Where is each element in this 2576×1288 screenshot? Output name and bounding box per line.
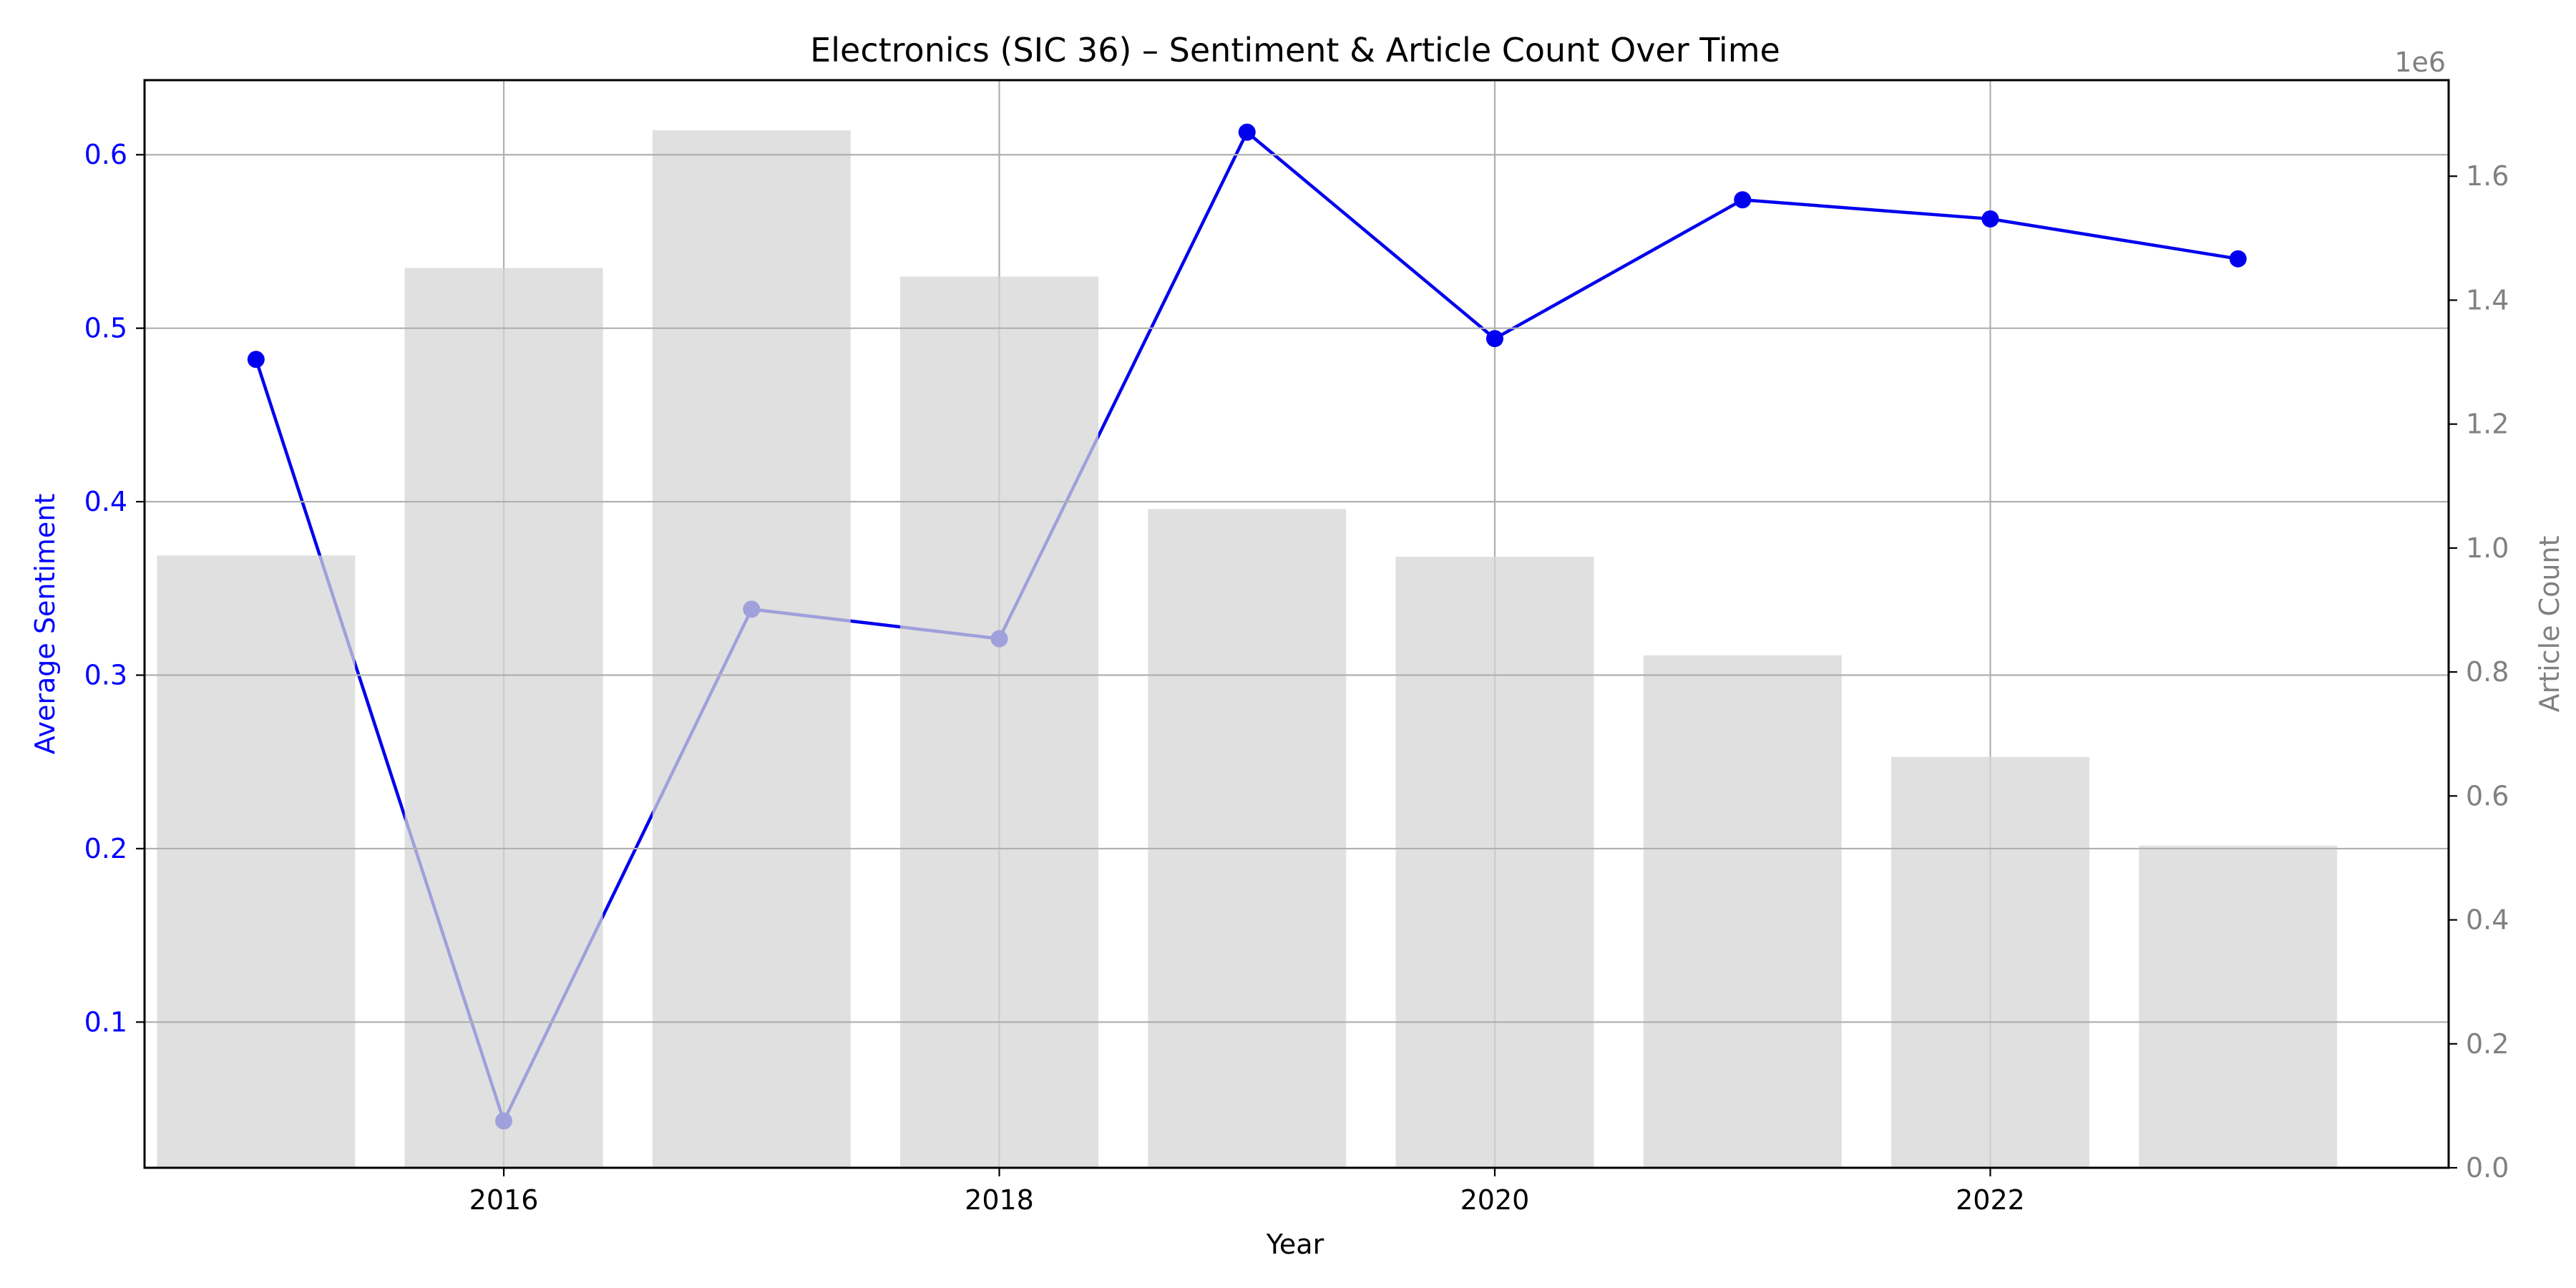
y-right-tick-label-0.0: 0.0 (2466, 1152, 2509, 1184)
y-left-tick-label-0.2: 0.2 (84, 833, 127, 864)
article-count-bar-2016 (404, 268, 603, 1168)
chart-title: Electronics (SIC 36) – Sentiment & Artic… (810, 31, 1780, 69)
y-right-tick-label-0.6: 0.6 (2466, 780, 2509, 811)
y-left-tick-label-0.5: 0.5 (84, 313, 127, 344)
y-right-tick-label-1.4: 1.4 (2466, 284, 2509, 316)
x-tick-label-2018: 2018 (965, 1184, 1034, 1216)
article-count-bar-2019 (1148, 509, 1347, 1168)
sentiment-point-2020 (1485, 330, 1503, 348)
y-left-tick-label-0.1: 0.1 (84, 1006, 127, 1038)
article-count-bar-2020 (1395, 557, 1594, 1168)
y-axis-left-label: Average Sentiment (29, 494, 61, 755)
y-right-tick-label-0.2: 0.2 (2466, 1028, 2509, 1060)
sentiment-point-2023 (2229, 250, 2247, 268)
article-count-bar-2018 (900, 276, 1099, 1168)
y-right-tick-label-1.0: 1.0 (2466, 532, 2509, 564)
article-count-bar-2021 (1643, 655, 1842, 1168)
axes-layer: 2016 2018 2020 2022 0.1 0.2 0.3 0.4 0.5 0.6 0.0 0.2… (84, 79, 2509, 1216)
sentiment-point-2019 (1238, 123, 1256, 141)
sentiment-point-2021 (1734, 191, 1752, 209)
x-tick-label-2022: 2022 (1956, 1184, 2025, 1216)
x-axis-label: Year (1266, 1229, 1324, 1260)
y-left-tick-label-0.4: 0.4 (84, 486, 127, 517)
y-axis-right-offset-label: 1e6 (2394, 47, 2446, 78)
bars-layer (157, 130, 2338, 1169)
article-count-bar-2022 (1890, 756, 2089, 1168)
y-right-tick-label-0.4: 0.4 (2466, 904, 2509, 936)
y-axis-right-label: Article Count (2534, 536, 2565, 713)
sentiment-point-2015 (247, 351, 265, 369)
plot-frame (143, 79, 2450, 1169)
x-tick-label-2020: 2020 (1460, 1184, 1530, 1216)
sentiment-point-2022 (1981, 210, 1999, 228)
article-count-bar-2015 (157, 555, 356, 1168)
y-right-tick-label-1.2: 1.2 (2466, 409, 2509, 440)
x-tick-label-2016: 2016 (469, 1184, 539, 1216)
y-left-tick-label-0.3: 0.3 (84, 660, 127, 691)
y-left-tick-label-0.6: 0.6 (84, 139, 127, 170)
article-count-bar-2017 (652, 130, 851, 1169)
y-right-tick-label-0.8: 0.8 (2466, 656, 2509, 688)
article-count-bar-2023 (2139, 845, 2338, 1168)
y-right-tick-label-1.6: 1.6 (2466, 160, 2509, 192)
